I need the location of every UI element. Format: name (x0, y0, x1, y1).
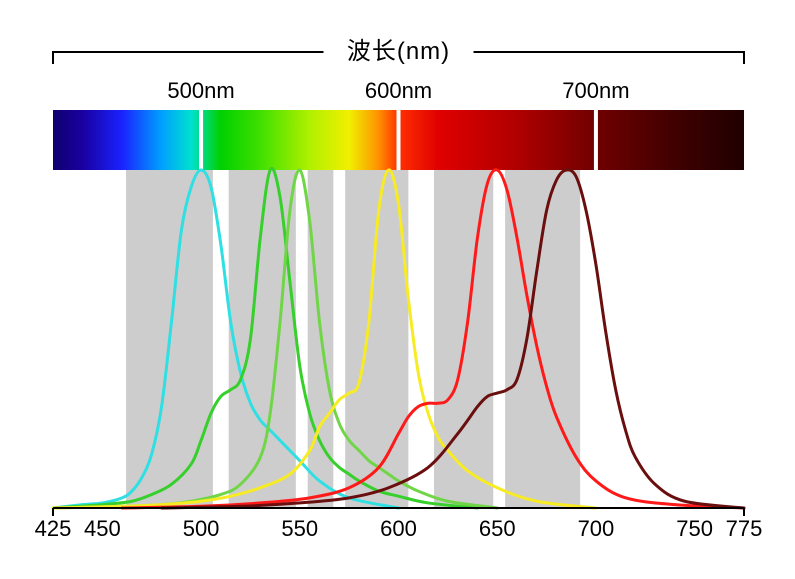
spectrum-mark-label: 500nm (167, 78, 234, 103)
spectrum-mark-label: 700nm (562, 78, 629, 103)
spectrum-mark-label: 600nm (365, 78, 432, 103)
x-tick-label: 650 (479, 516, 516, 541)
x-tick-label: 550 (281, 516, 318, 541)
x-tick-label: 425 (35, 516, 72, 541)
chart-title: 波长(nm) (347, 38, 450, 65)
x-tick-label: 600 (380, 516, 417, 541)
x-tick-label: 500 (183, 516, 220, 541)
x-tick-label: 775 (726, 516, 763, 541)
x-tick-label: 700 (578, 516, 615, 541)
gray-band (505, 170, 580, 508)
x-tick-label: 450 (84, 516, 121, 541)
x-tick-label: 750 (676, 516, 713, 541)
